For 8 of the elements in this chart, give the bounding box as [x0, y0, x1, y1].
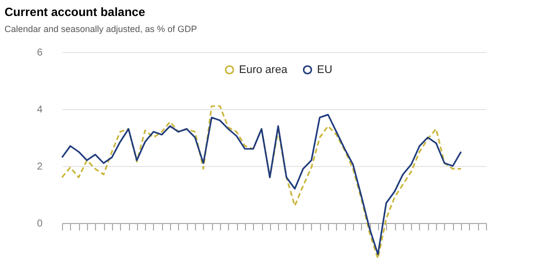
y-tick-label: 4	[36, 104, 43, 116]
y-tick-label: 2	[36, 161, 43, 172]
chart-title: Current account balance	[4, 5, 146, 19]
legend-label: EU	[317, 64, 332, 76]
legend-label: Euro area	[239, 64, 288, 76]
y-tick-label: 6	[36, 48, 43, 58]
y-tick-label: 0	[36, 218, 43, 230]
chart-subtitle: Calendar and seasonally adjusted, as % of GDP	[4, 24, 198, 34]
